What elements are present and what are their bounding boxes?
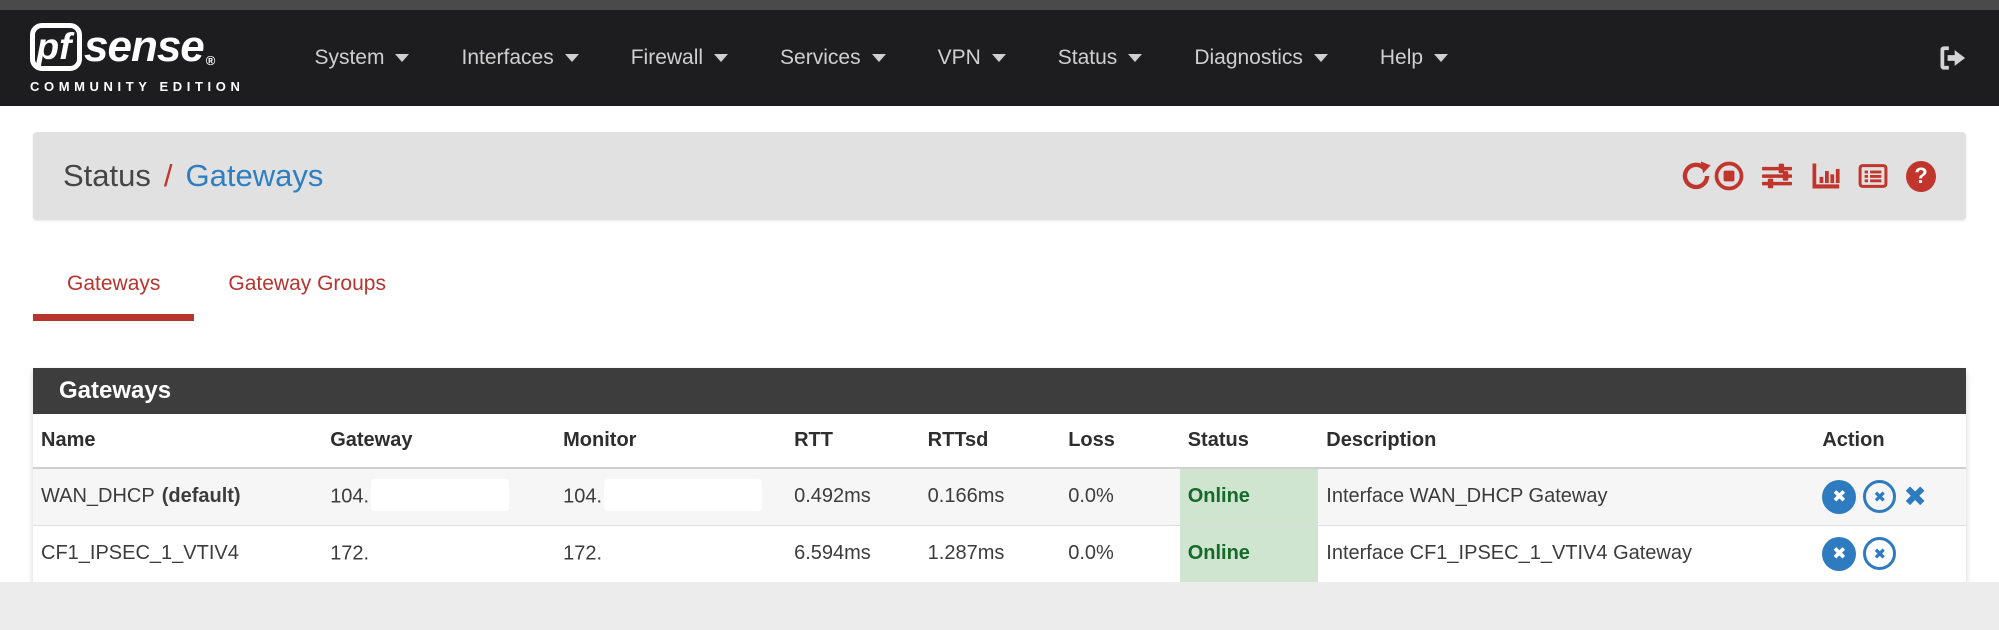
cell-gateway: 172. [322, 524, 556, 582]
breadcrumb: Status / Gateways [63, 158, 323, 194]
logo-pf-box: pf [30, 23, 82, 71]
x-icon[interactable] [1903, 483, 1926, 511]
menu-item-interfaces[interactable]: Interfaces [435, 46, 604, 70]
cell-rttsd: 0.166ms [919, 467, 1061, 525]
chevron-down-icon [1128, 54, 1143, 62]
col-gateway: Gateway [322, 414, 556, 469]
chevron-down-icon [1313, 54, 1328, 62]
circle-x-outline-icon[interactable] [1863, 480, 1897, 514]
menu-item-services[interactable]: Services [754, 46, 912, 70]
cell-rttsd: 1.287ms [919, 524, 1061, 582]
chevron-down-icon [871, 54, 886, 62]
col-rtt: RTT [786, 414, 920, 469]
cell-actions [1814, 467, 1966, 525]
stop-icon[interactable] [1714, 161, 1744, 191]
settings-sliders-icon[interactable] [1762, 161, 1792, 191]
cell-loss: 0.0% [1060, 524, 1180, 582]
cell-gateway: 104. [322, 467, 556, 525]
redaction-box [371, 478, 510, 511]
cell-description: Interface WAN_DHCP Gateway [1318, 467, 1815, 525]
pfsense-logo[interactable]: pf sense ® COMMUNITY EDITION [30, 22, 244, 94]
help-icon[interactable] [1906, 160, 1936, 192]
breadcrumb-section: Status [63, 158, 151, 193]
gateways-table: Name Gateway Monitor RTT RTTsd Loss Stat… [33, 414, 1966, 582]
page-content: Status / Gateways [0, 132, 1999, 582]
default-badge: (default) [161, 485, 241, 508]
cell-monitor: 104. [555, 467, 787, 525]
chevron-down-icon [991, 54, 1006, 62]
col-monitor: Monitor [555, 414, 787, 469]
panel-title: Gateways [33, 368, 1966, 414]
menu-item-status[interactable]: Status [1032, 46, 1169, 70]
cell-name: WAN_DHCP (default) [33, 467, 323, 525]
redaction-box [604, 478, 763, 511]
tab-gateways[interactable]: Gateways [33, 272, 195, 321]
chevron-down-icon [564, 54, 579, 62]
menu-item-help[interactable]: Help [1354, 46, 1474, 70]
cell-monitor: 172. [555, 524, 787, 582]
menu-item-system[interactable]: System [288, 46, 435, 70]
table-header-row: Name Gateway Monitor RTT RTTsd Loss Stat… [33, 414, 1966, 469]
circle-x-solid-icon[interactable] [1822, 479, 1857, 514]
browser-top-strip [0, 0, 1999, 10]
page-background [0, 582, 1999, 630]
redaction-box [371, 535, 384, 568]
breadcrumb-separator: / [163, 158, 173, 193]
circle-x-outline-icon[interactable] [1863, 537, 1897, 571]
status-badge: Online [1179, 467, 1319, 525]
status-badge: Online [1179, 524, 1319, 582]
cell-actions [1814, 524, 1966, 582]
sign-out-icon[interactable] [1937, 43, 1969, 73]
tab-bar: Gateways Gateway Groups [33, 272, 1966, 321]
col-rttsd: RTTsd [919, 414, 1061, 469]
header-action-icons [1681, 160, 1936, 192]
gateway-row-cf1-ipsec: CF1_IPSEC_1_VTIV4 172. 172. 6.594ms 1.28… [33, 524, 1966, 582]
monitoring-chart-icon[interactable] [1810, 161, 1840, 191]
circle-x-solid-icon[interactable] [1822, 536, 1857, 571]
refresh-icon[interactable] [1681, 161, 1711, 191]
main-menu: System Interfaces Firewall Services VPN … [288, 46, 1474, 70]
redaction-box [604, 535, 617, 568]
breadcrumb-page-link[interactable]: Gateways [185, 158, 324, 193]
cell-rtt: 0.492ms [786, 467, 920, 525]
menu-item-vpn[interactable]: VPN [912, 46, 1032, 70]
cell-rtt: 6.594ms [786, 524, 920, 582]
chevron-down-icon [395, 54, 410, 62]
cell-name: CF1_IPSEC_1_VTIV4 [33, 524, 323, 582]
col-action: Action [1814, 414, 1966, 469]
tab-gateway-groups[interactable]: Gateway Groups [228, 272, 386, 295]
cell-loss: 0.0% [1060, 467, 1180, 525]
chevron-down-icon [714, 54, 729, 62]
menu-item-firewall[interactable]: Firewall [605, 46, 754, 70]
logo-registered-mark: ® [205, 53, 216, 68]
log-list-icon[interactable] [1858, 161, 1888, 191]
breadcrumb-bar: Status / Gateways [33, 132, 1966, 220]
gateway-row-wan-dhcp: WAN_DHCP (default) 104. 104. 0.492ms 0.16… [33, 467, 1966, 525]
col-name: Name [33, 414, 323, 469]
menu-item-diagnostics[interactable]: Diagnostics [1168, 46, 1354, 70]
logo-edition-text: COMMUNITY EDITION [30, 79, 245, 94]
gateways-panel: Gateways Name Gateway Monitor RTT RTTsd … [33, 368, 1966, 582]
col-loss: Loss [1060, 414, 1180, 469]
cell-description: Interface CF1_IPSEC_1_VTIV4 Gateway [1318, 524, 1815, 582]
col-description: Description [1318, 414, 1815, 469]
navbar: pf sense ® COMMUNITY EDITION System Inte… [0, 10, 1999, 106]
col-status: Status [1179, 414, 1319, 469]
chevron-down-icon [1434, 54, 1449, 62]
logo-sense-text: sense [84, 22, 205, 71]
